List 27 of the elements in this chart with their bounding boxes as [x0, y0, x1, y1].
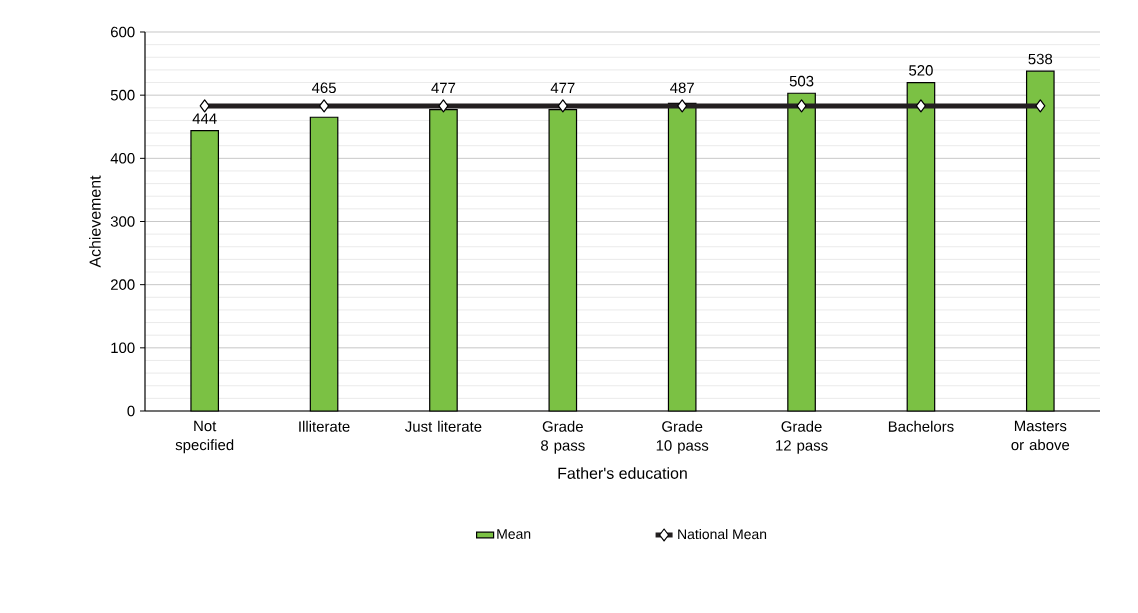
x-tick-label: Bachelors [888, 420, 954, 432]
y-tick-label: 0 [127, 405, 135, 417]
data-label: 520 [909, 65, 933, 76]
x-tick-label: Grade 12 pass [776, 420, 828, 454]
y-tick-label: 300 [110, 216, 135, 227]
x-tick-label: Grade 8 pass [541, 420, 585, 454]
legend-label: National Mean [678, 528, 767, 540]
data-label: 477 [431, 82, 456, 94]
y-axis-title: Achievement [89, 175, 101, 268]
data-label: 465 [311, 82, 336, 94]
y-tick-label: 400 [110, 153, 135, 164]
y-tick-label: 100 [111, 342, 135, 354]
data-label: 538 [1028, 53, 1053, 65]
y-tick-label: 200 [110, 279, 135, 290]
x-tick-label: Just literate [405, 420, 482, 432]
x-tick-label: Masters or above [1011, 420, 1070, 451]
data-label: 503 [789, 75, 814, 87]
data-label: 477 [550, 82, 575, 94]
data-label: 487 [670, 82, 694, 94]
x-axis-title: Father's education [558, 467, 687, 479]
x-tick-label: Illiterate [299, 420, 350, 432]
y-tick-label: 600 [111, 26, 135, 38]
y-tick-label: 500 [110, 89, 135, 101]
legend-label: Mean [497, 529, 531, 539]
x-tick-label: Grade 10 pass [656, 420, 709, 454]
data-label: 444 [192, 113, 217, 124]
x-tick-label: Not specified [175, 420, 234, 454]
